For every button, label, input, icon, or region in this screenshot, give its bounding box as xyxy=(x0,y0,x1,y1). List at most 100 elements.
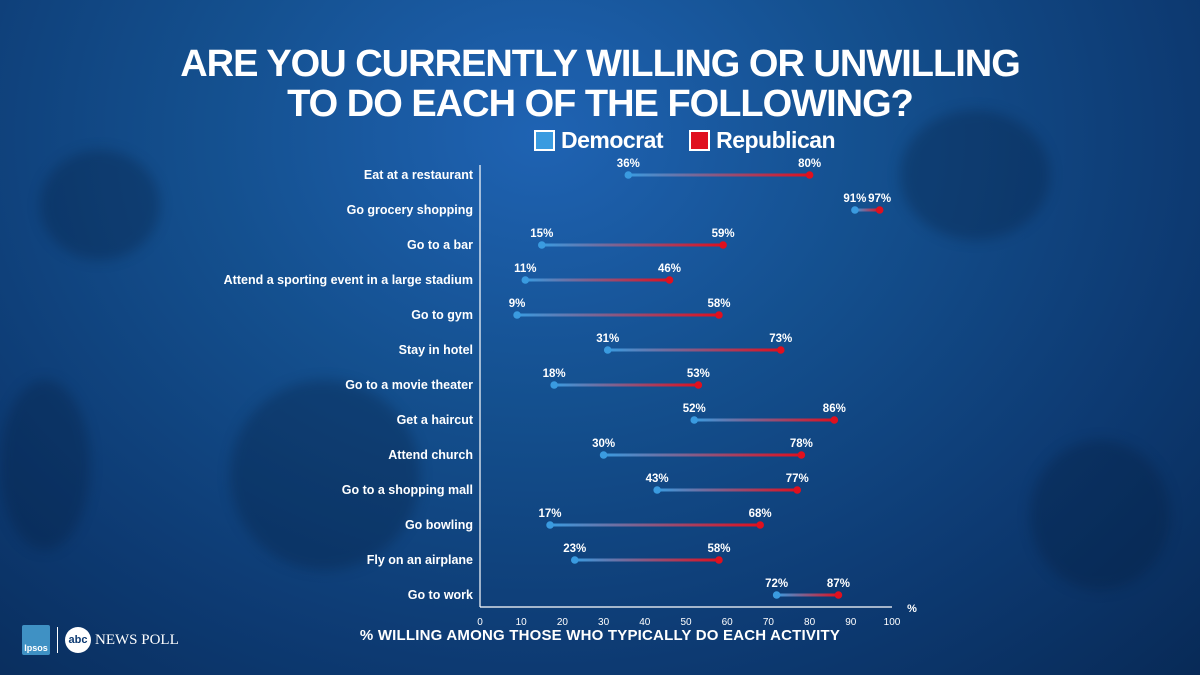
category-label: Go to a movie theater xyxy=(345,378,473,392)
x-tick-label: 70 xyxy=(763,617,775,628)
democrat-point xyxy=(538,241,546,249)
dumbbell-connector xyxy=(554,383,699,387)
category-label: Go to a bar xyxy=(407,238,473,252)
republican-data-label: 59% xyxy=(712,228,735,240)
legend-item-republican: Republican xyxy=(689,127,836,154)
x-tick-label: 80 xyxy=(804,617,816,628)
democrat-point xyxy=(599,451,608,459)
republican-data-label: 46% xyxy=(658,263,681,275)
dumbbell-connector xyxy=(525,278,670,282)
category-label: Attend a sporting event in a large stadi… xyxy=(224,273,473,287)
republican-point xyxy=(665,276,674,284)
dumbbell-connector xyxy=(607,348,781,352)
dumbbell-connector xyxy=(603,453,802,457)
dumbbell-connector xyxy=(854,208,880,212)
democrat-point xyxy=(653,486,661,494)
democrat-data-label: 15% xyxy=(530,228,553,240)
category-label: Go to work xyxy=(408,588,473,602)
legend-label-democrat: Democrat xyxy=(561,127,664,153)
category-label: Go grocery shopping xyxy=(347,203,473,217)
republican-data-label: 53% xyxy=(687,368,710,380)
republican-data-label: 78% xyxy=(790,438,813,450)
category-label: Fly on an airplane xyxy=(367,553,473,567)
category-label: Get a haircut xyxy=(397,413,474,427)
category-label: Go bowling xyxy=(405,518,473,532)
legend-swatch-republican xyxy=(689,130,711,151)
republican-point xyxy=(694,381,703,389)
republican-point xyxy=(830,416,839,424)
democrat-data-label: 30% xyxy=(592,438,615,450)
x-axis-label: % xyxy=(907,603,917,615)
republican-data-label: 97% xyxy=(868,193,891,205)
republican-point xyxy=(797,451,806,459)
logo-divider xyxy=(57,627,58,653)
x-tick-label: 20 xyxy=(557,617,569,628)
republican-data-label: 73% xyxy=(769,333,792,345)
democrat-data-label: 18% xyxy=(543,368,566,380)
democrat-data-label: 72% xyxy=(765,578,788,590)
logos: Ipsos abc NEWS POLL xyxy=(22,625,179,655)
democrat-data-label: 11% xyxy=(514,263,536,275)
democrat-point xyxy=(521,276,530,284)
democrat-point xyxy=(550,381,558,389)
dumbbell-connector xyxy=(541,243,724,247)
legend-label-republican: Republican xyxy=(716,127,836,153)
background-virus-shape xyxy=(230,380,420,570)
ipsos-logo: Ipsos xyxy=(22,625,50,655)
democrat-point xyxy=(851,206,859,214)
dumbbell-connector xyxy=(694,418,835,422)
dumbbell-connector xyxy=(517,313,719,317)
dumbbell-connector xyxy=(628,173,810,177)
republican-data-label: 58% xyxy=(707,543,730,555)
democrat-data-label: 91% xyxy=(843,193,866,205)
title-line-1: ARE YOU CURRENTLY WILLING OR UNWILLING xyxy=(180,43,1021,85)
republican-point xyxy=(756,521,764,529)
republican-point xyxy=(793,486,802,494)
x-tick-label: 10 xyxy=(516,617,528,628)
x-tick-label: 90 xyxy=(845,617,857,628)
x-tick-label: 30 xyxy=(598,617,610,628)
x-tick-label: 40 xyxy=(639,617,651,628)
democrat-data-label: 23% xyxy=(563,543,586,555)
democrat-point xyxy=(624,171,633,179)
background-virus-shape xyxy=(900,110,1050,240)
x-tick-label: 100 xyxy=(884,617,901,628)
democrat-point xyxy=(603,346,612,354)
legend: Democrat Republican xyxy=(534,127,861,154)
republican-data-label: 77% xyxy=(786,473,809,485)
republican-point xyxy=(805,171,814,179)
dumbbell-connector xyxy=(574,558,719,562)
category-label: Go to gym xyxy=(411,308,473,322)
republican-data-label: 68% xyxy=(749,508,772,520)
background-virus-shape xyxy=(1030,440,1170,590)
category-label: Go to a shopping mall xyxy=(342,483,473,497)
chart-title: ARE YOU CURRENTLY WILLING OR UNWILLING T… xyxy=(0,44,1200,124)
democrat-data-label: 52% xyxy=(683,403,706,415)
democrat-data-label: 31% xyxy=(596,333,619,345)
republican-point xyxy=(776,346,785,354)
republican-point xyxy=(719,241,727,249)
title-line-2: TO DO EACH OF THE FOLLOWING? xyxy=(287,83,914,125)
x-tick-label: 0 xyxy=(477,617,483,628)
republican-point xyxy=(715,311,723,319)
democrat-point xyxy=(570,556,579,564)
dumbbell-connector xyxy=(550,523,761,527)
democrat-point xyxy=(546,521,554,529)
republican-data-label: 58% xyxy=(707,298,730,310)
democrat-data-label: 9% xyxy=(509,298,526,310)
republican-point xyxy=(875,206,884,214)
dumbbell-connector xyxy=(776,593,839,597)
legend-item-democrat: Democrat xyxy=(534,127,664,154)
democrat-data-label: 43% xyxy=(646,473,669,485)
democrat-point xyxy=(772,591,781,599)
background-virus-shape xyxy=(40,150,160,260)
legend-swatch-democrat xyxy=(534,130,555,151)
news-poll-label: NEWS POLL xyxy=(95,631,179,648)
democrat-point xyxy=(690,416,699,424)
republican-point xyxy=(834,591,843,599)
republican-data-label: 87% xyxy=(827,578,850,590)
democrat-point xyxy=(513,311,521,319)
republican-data-label: 80% xyxy=(798,158,821,170)
